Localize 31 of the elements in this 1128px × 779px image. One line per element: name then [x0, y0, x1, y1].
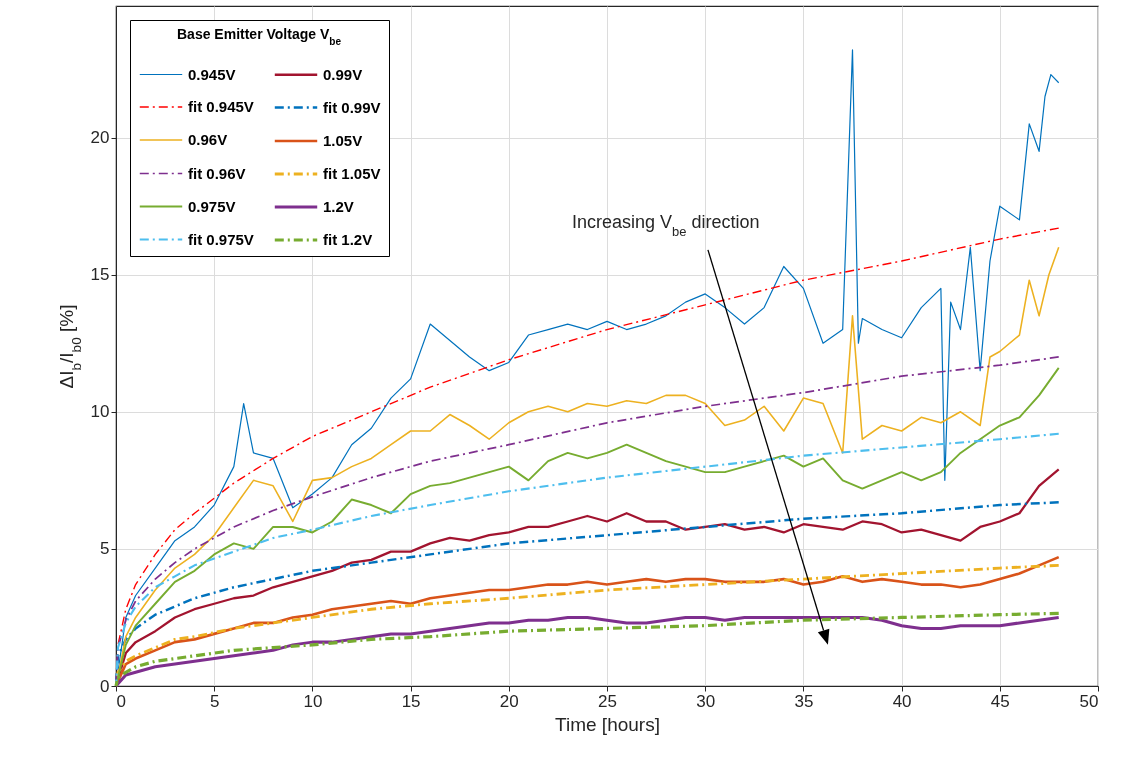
y-tick-label: 5: [100, 539, 110, 559]
x-tick-label: 45: [990, 691, 1010, 711]
legend-label: 0.975V: [188, 197, 236, 215]
x-tick-label: 50: [1079, 691, 1099, 711]
y-tick-label: 10: [90, 402, 110, 422]
legend-label: fit 0.99V: [323, 98, 381, 116]
legend-label: 0.945V: [188, 65, 236, 83]
x-tick-label: 35: [794, 691, 814, 711]
annotation: Increasing V$_{be}$ direction: [571, 211, 760, 239]
legend-label: 1.05V: [323, 132, 363, 149]
legend-label: 1.2V: [323, 198, 354, 215]
x-tick-label: 5: [209, 691, 220, 711]
legend-label: fit 1.05V: [323, 165, 381, 182]
legend-label: 0.99V: [323, 65, 363, 83]
x-tick-label: 30: [696, 691, 716, 711]
legend-label: fit 0.96V: [188, 164, 246, 182]
legend-title: Base Emitter Voltage V$_{be}$: [176, 26, 342, 47]
legend-label: 0.96V: [188, 131, 228, 148]
x-tick-label: 25: [598, 691, 617, 711]
x-tick-label: 20: [499, 691, 519, 711]
x-axis-title: Time [hours]: [555, 713, 660, 735]
y-tick-label: 20: [90, 128, 110, 148]
y-tick-label: 0: [100, 676, 110, 696]
x-tick-label: 40: [892, 691, 912, 711]
legend-label: fit 0.945V: [188, 98, 254, 115]
x-tick-label: 0: [116, 691, 126, 711]
x-tick-label: 15: [401, 691, 421, 711]
legend-label: fit 1.2V: [323, 231, 373, 248]
y-tick-label: 15: [90, 265, 110, 285]
x-tick-label: 10: [303, 691, 323, 711]
legend-label: fit 0.975V: [188, 230, 254, 248]
